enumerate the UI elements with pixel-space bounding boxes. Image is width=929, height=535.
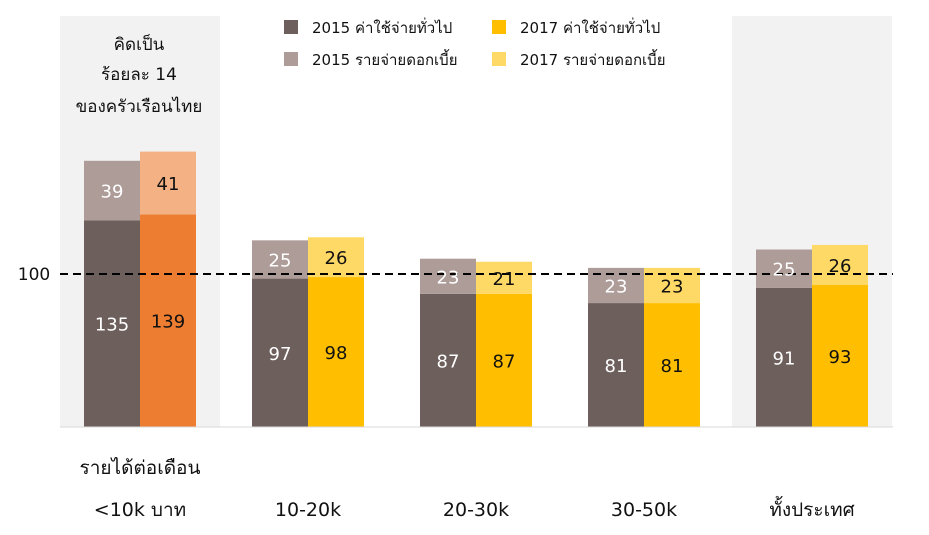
data-label: 139: [151, 312, 185, 333]
legend-label: 2017 รายจ่ายดอกเบี้ย: [520, 49, 665, 69]
bar-2017-general: [140, 214, 196, 427]
value-labels-layer: 135 39 97 25 87 23 81 23 91 25 139 41 98 26 87 21 81 23 93…: [95, 174, 852, 377]
data-label: 26: [325, 248, 348, 269]
category-labels: รายได้ต่อเดือน <10k บาท 10-20k 20-30k 30-50…: [80, 457, 855, 521]
bar-2017-interest: [476, 261, 532, 294]
bar-2015-interest: [756, 249, 812, 288]
bar-2015-general: [756, 287, 812, 427]
data-label: 98: [325, 343, 348, 364]
data-label: 25: [269, 250, 292, 271]
axis-layer: 100: [18, 265, 893, 428]
reference-line-label: 100: [18, 265, 50, 285]
note-line: ร้อยละ 14: [101, 65, 177, 85]
data-label: 21: [493, 269, 516, 290]
legend: 2015 ค่าใช้จ่ายทั่วไป 2017 ค่าใช้จ่ายทั่ว…: [284, 17, 665, 69]
data-label: 97: [269, 344, 292, 365]
category-label: ทั้งประเทศ: [769, 496, 854, 521]
data-label: 26: [829, 256, 852, 277]
category-label: 20-30k: [443, 499, 509, 521]
bar-2017-interest: [140, 151, 196, 215]
bar-2015-general: [252, 278, 308, 427]
data-label: 41: [157, 174, 180, 195]
data-label: 81: [605, 356, 628, 377]
legend-swatch: [492, 20, 506, 34]
bar-2015-interest: [84, 160, 140, 221]
legend-swatch: [492, 52, 506, 66]
data-label: 135: [95, 315, 129, 336]
bar-2015-interest: [420, 258, 476, 294]
bar-2017-interest: [308, 237, 364, 278]
data-label: 93: [829, 347, 852, 368]
data-label: 39: [101, 182, 124, 203]
bar-2017-general: [644, 303, 700, 427]
bar-2017-general: [476, 293, 532, 427]
category-label: <10k บาท: [94, 499, 186, 521]
note-line: คิดเป็น: [114, 33, 165, 55]
bar-2015-general: [588, 303, 644, 427]
note-line: ของครัวเรือนไทย: [76, 96, 203, 117]
data-label: 87: [437, 351, 460, 372]
data-label: 23: [437, 267, 460, 288]
note-share-of-households: คิดเป็น ร้อยละ 14 ของครัวเรือนไทย: [76, 33, 203, 117]
bar-2017-general: [812, 284, 868, 427]
bar-2015-interest: [252, 240, 308, 279]
bar-2015-general: [84, 220, 140, 427]
data-label: 91: [773, 348, 796, 369]
bars-layer: [84, 151, 868, 427]
legend-label: 2017 ค่าใช้จ่ายทั่วไป: [520, 17, 660, 37]
bar-2017-general: [308, 277, 364, 427]
category-label: 10-20k: [275, 499, 341, 521]
legend-label: 2015 ค่าใช้จ่ายทั่วไป: [312, 17, 452, 37]
bar-2015-general: [420, 293, 476, 427]
data-label: 23: [605, 276, 628, 297]
data-label: 87: [493, 351, 516, 372]
legend-swatch: [284, 52, 298, 66]
category-label: 30-50k: [611, 499, 677, 521]
legend-label: 2015 รายจ่ายดอกเบี้ย: [312, 49, 457, 69]
category-axis-title: รายได้ต่อเดือน: [80, 457, 201, 479]
data-label: 81: [661, 356, 684, 377]
legend-swatch: [284, 20, 298, 34]
bar-2017-interest: [812, 244, 868, 285]
data-label: 25: [773, 260, 796, 281]
data-label: 23: [661, 276, 684, 297]
